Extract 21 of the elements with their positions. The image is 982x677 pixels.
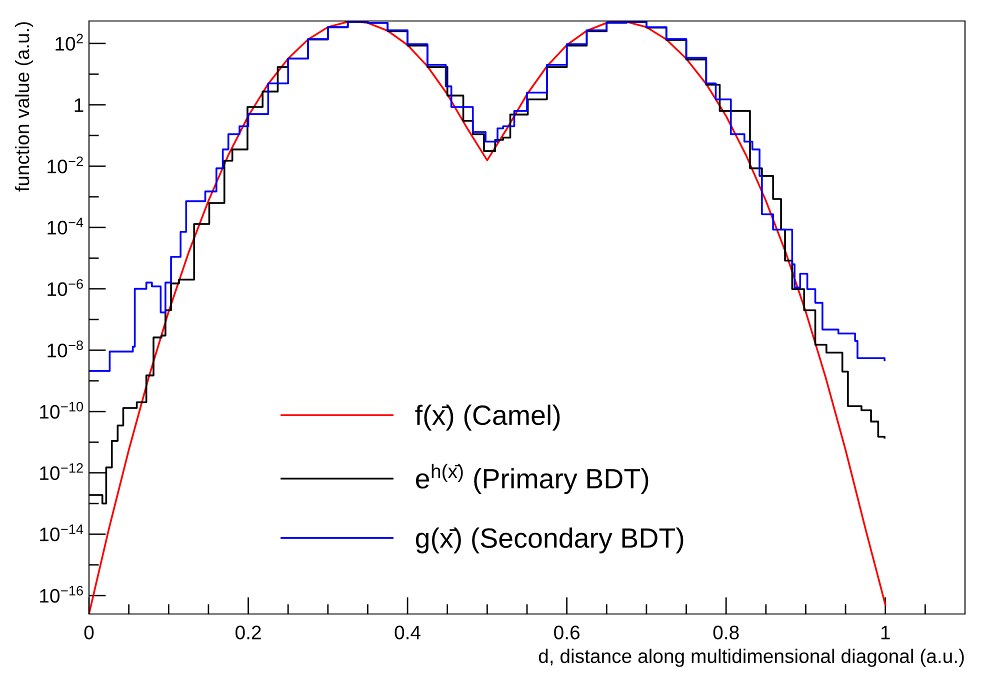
x-tick-label: 0.4 [394,626,420,640]
y-tick-label: 10$^{−8}$ [48,340,83,358]
y-tick-label: 10$^{−14}$ [40,524,84,542]
y-tick-label: 10$^{−12}$ [40,463,83,480]
x-tick-label: 0.2 [236,626,261,640]
legend-label: e$^{h(x̄)}$ (Primary BDT) [416,464,648,494]
y-tick-label: 10$^{−4}$ [48,218,84,235]
y-tick-label: 10$^{−16}$ [40,586,83,603]
legend-label: f(x̄) (Camel) [415,404,560,431]
legend-label: g(x̄) (Secondary BDT) [416,528,684,554]
y-axis-title: function value (a.u.) [14,22,34,192]
x-tick-label: 0.6 [554,626,580,640]
y-tick-label: 10$^{−2}$ [48,156,83,174]
y-tick-label: 1 [74,98,84,112]
x-tick-label: 0.8 [713,626,739,640]
y-tick-label: 10$^{−6}$ [48,279,83,296]
y-tick-label: 10$^{2}$ [56,34,83,51]
x-tick-label: 0 [84,626,94,640]
x-tick-label: 1 [881,626,890,640]
x-axis-title: d, distance along multidimensional diagonal (a.u.) [538,648,964,667]
y-tick-label: 10$^{−10}$ [40,402,84,419]
